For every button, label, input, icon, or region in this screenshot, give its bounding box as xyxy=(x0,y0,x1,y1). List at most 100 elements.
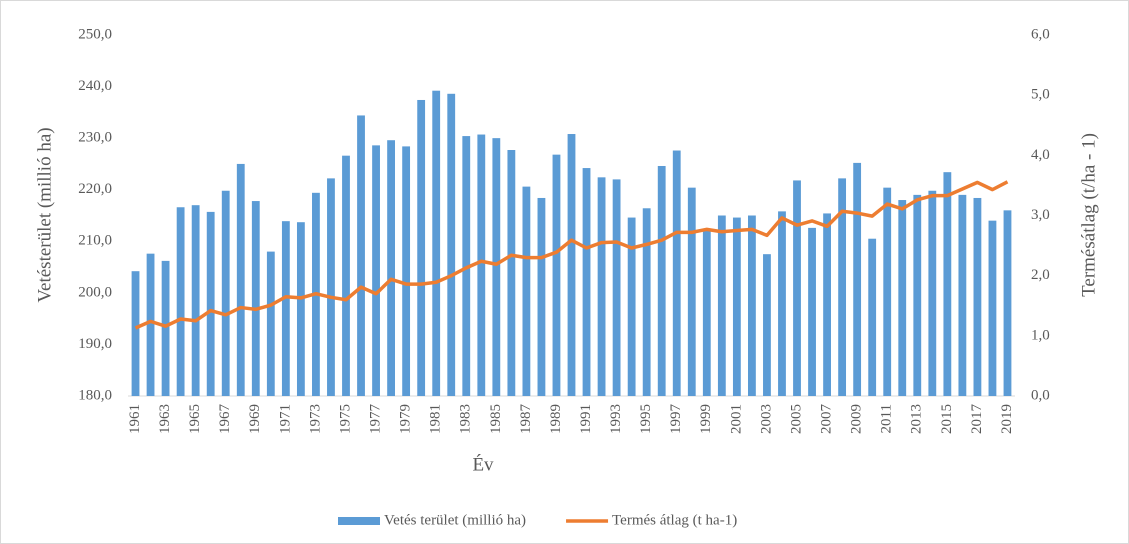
y-axis-title: Vetésterület (millió ha) xyxy=(34,127,55,302)
bar xyxy=(808,227,816,396)
x-tick-label: 1973 xyxy=(307,404,323,434)
bar xyxy=(973,197,982,396)
bar xyxy=(327,178,335,396)
bar xyxy=(402,146,411,396)
y2-tick-label: 4,0 xyxy=(1031,147,1050,163)
x-tick-label: 1983 xyxy=(458,404,474,434)
x-tick-label: 1993 xyxy=(608,404,624,434)
bar xyxy=(236,163,245,396)
bar xyxy=(988,220,997,396)
y-tick-label: 230,0 xyxy=(78,130,112,146)
bar xyxy=(161,260,170,396)
x-tick-label: 2011 xyxy=(879,404,895,433)
x-tick-label: 1967 xyxy=(217,404,233,435)
x-tick-label: 1977 xyxy=(367,404,383,435)
bar xyxy=(958,194,967,396)
bar xyxy=(853,162,862,396)
bar xyxy=(747,215,756,396)
y2-tick-label: 3,0 xyxy=(1031,207,1050,223)
x-tick-label: 2017 xyxy=(969,404,985,435)
x-tick-label: 1971 xyxy=(277,404,293,434)
bar xyxy=(176,207,185,396)
x-tick-label: 1997 xyxy=(668,404,684,435)
x-tick-label: 1961 xyxy=(127,404,143,434)
bar xyxy=(251,201,260,396)
y-tick-label: 250,0 xyxy=(78,26,112,42)
bar xyxy=(913,194,922,396)
y2-tick-label: 0,0 xyxy=(1031,387,1050,403)
bar xyxy=(447,93,456,396)
bar xyxy=(597,177,606,396)
bar xyxy=(928,190,937,396)
x-tick-label: 1985 xyxy=(488,404,504,434)
bar xyxy=(898,200,907,396)
bar xyxy=(732,217,741,396)
x-tick-label: 2019 xyxy=(999,404,1015,434)
bar xyxy=(717,215,726,396)
bar xyxy=(823,213,831,396)
bar xyxy=(627,217,636,396)
x-tick-label: 1975 xyxy=(337,404,353,434)
bar xyxy=(778,211,786,396)
bar xyxy=(387,140,396,396)
bar xyxy=(883,187,892,396)
x-tick-label: 1991 xyxy=(578,404,594,434)
bar xyxy=(131,271,140,396)
x-tick-label: 2005 xyxy=(788,404,804,434)
bar xyxy=(642,208,651,396)
bar xyxy=(552,154,561,396)
bar xyxy=(342,155,350,396)
x-tick-label: 1965 xyxy=(187,404,203,434)
bar xyxy=(612,179,621,396)
x-tick-label: 1995 xyxy=(638,404,654,434)
bar xyxy=(357,115,365,397)
x-tick-label: 2001 xyxy=(728,404,744,434)
bar xyxy=(657,165,666,396)
bar xyxy=(672,150,681,396)
bar xyxy=(567,134,576,396)
x-tick-label: 2013 xyxy=(909,404,925,434)
bar xyxy=(281,221,290,396)
y-tick-label: 190,0 xyxy=(78,336,112,352)
bar xyxy=(296,222,305,396)
bar xyxy=(417,99,426,396)
bar xyxy=(507,150,516,396)
bar xyxy=(838,178,847,396)
x-tick-label: 1969 xyxy=(247,404,263,434)
legend-swatch xyxy=(338,517,380,525)
bar xyxy=(582,168,591,396)
bar xyxy=(146,253,155,396)
x-tick-label: 1989 xyxy=(548,404,564,434)
x-tick-label: 2015 xyxy=(939,404,955,434)
bar xyxy=(477,134,486,397)
bar xyxy=(537,197,546,396)
bar xyxy=(372,145,380,396)
x-tick-label: 1963 xyxy=(157,404,173,434)
x-tick-label: 2007 xyxy=(819,404,835,435)
bar xyxy=(1003,210,1012,396)
bar xyxy=(492,138,501,396)
y-tick-label: 210,0 xyxy=(78,233,112,249)
x-tick-label: 1979 xyxy=(398,404,414,434)
y2-tick-label: 6,0 xyxy=(1031,26,1050,42)
bar xyxy=(206,211,215,396)
y2-tick-label: 5,0 xyxy=(1031,87,1050,103)
bar xyxy=(191,205,200,396)
y2-tick-label: 2,0 xyxy=(1031,267,1050,283)
bar xyxy=(522,186,531,396)
bar xyxy=(943,172,952,396)
line xyxy=(134,180,1009,330)
x-tick-label: 1999 xyxy=(698,404,714,434)
y2-axis-title: Termésátlag (t/ha - 1) xyxy=(1078,133,1099,297)
bar xyxy=(793,180,801,396)
bar xyxy=(221,190,230,396)
legend-label: Termés átlag (t ha-1) xyxy=(612,512,737,528)
bar xyxy=(687,187,696,396)
bar xyxy=(702,229,711,396)
y-tick-label: 180,0 xyxy=(78,387,112,403)
bar xyxy=(763,254,771,396)
y-tick-label: 220,0 xyxy=(78,181,112,197)
bar xyxy=(868,238,877,396)
